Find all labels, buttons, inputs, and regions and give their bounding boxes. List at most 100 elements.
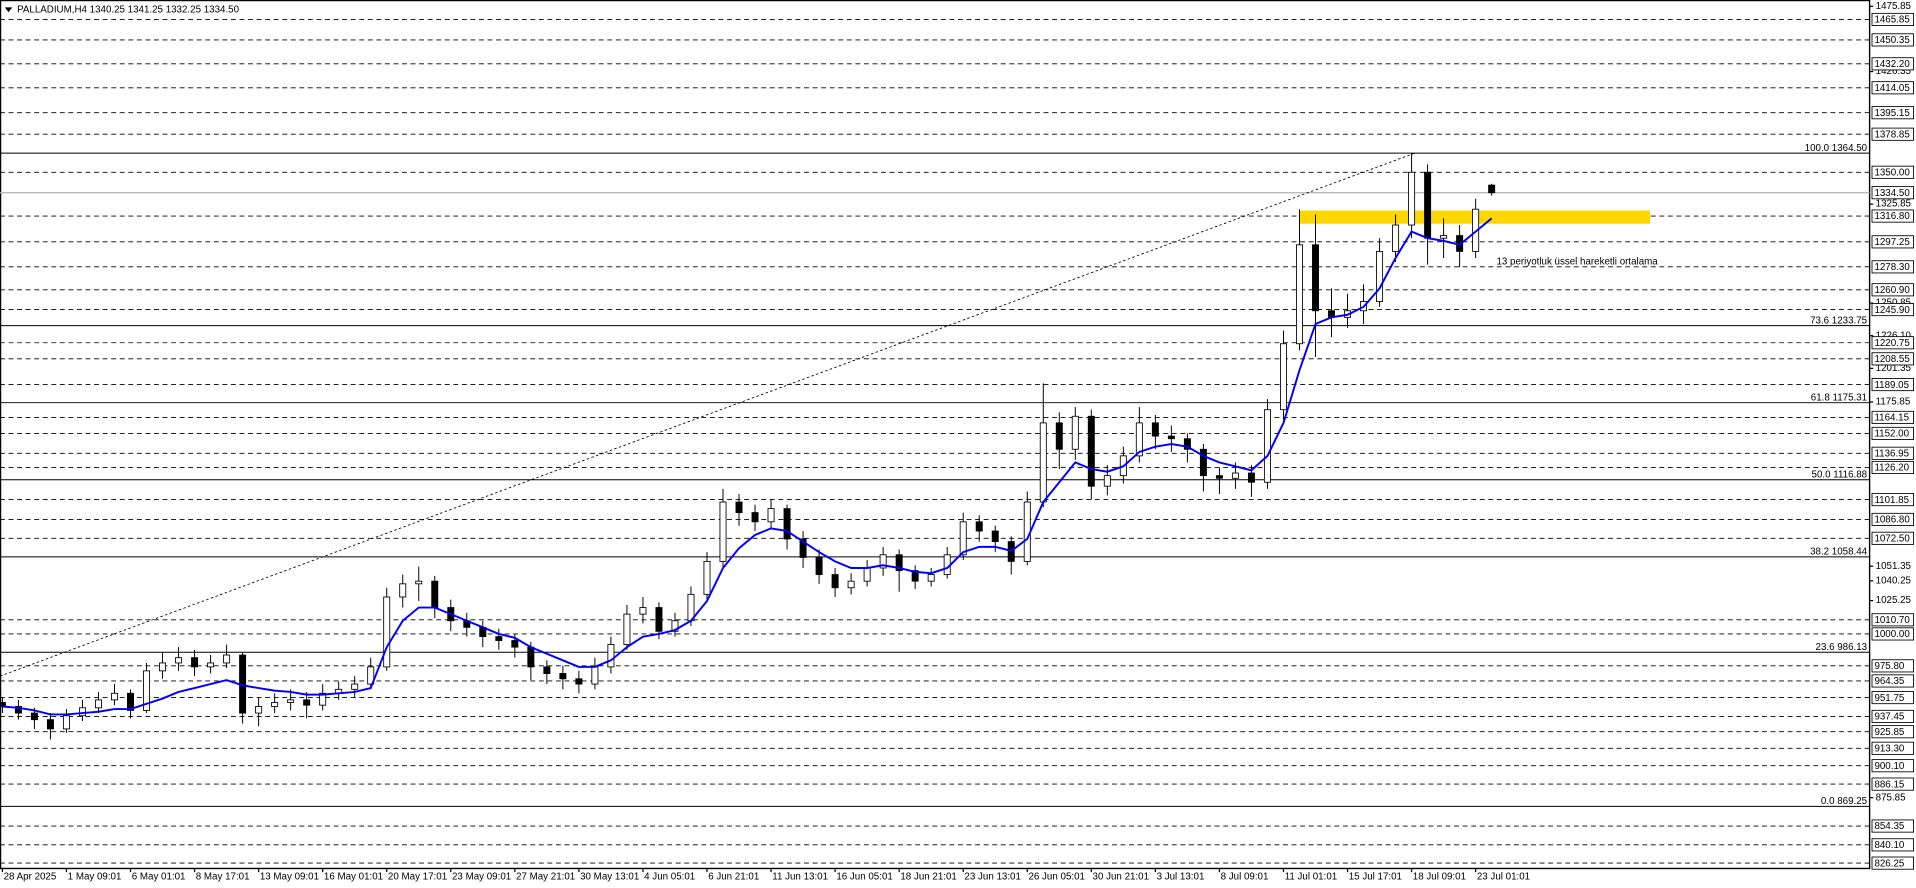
level-label: 1465.85 bbox=[1874, 15, 1910, 26]
candle-body bbox=[1167, 435, 1175, 440]
x-tick-label: 6 May 01:01 bbox=[132, 872, 186, 883]
level-label: 1152.00 bbox=[1874, 429, 1909, 440]
candle-body bbox=[94, 699, 102, 709]
level-label-box bbox=[1871, 303, 1914, 317]
candle-body bbox=[527, 646, 535, 668]
candle-body bbox=[543, 666, 551, 674]
x-tick-label: 8 May 17:01 bbox=[196, 872, 250, 883]
x-tick-label: 13 May 09:01 bbox=[260, 872, 319, 883]
level-label-box bbox=[1871, 659, 1914, 673]
level-label-box bbox=[1871, 410, 1914, 424]
fibo-label: 61.8 1175.31 bbox=[1811, 392, 1867, 403]
candle-body bbox=[767, 508, 775, 523]
level-label: 1260.90 bbox=[1874, 285, 1910, 296]
level-label-box bbox=[1871, 777, 1914, 791]
y-tick-label: 1325.85 bbox=[1876, 199, 1912, 210]
level-label-box bbox=[1871, 127, 1914, 141]
level-label-box bbox=[1871, 460, 1914, 475]
candle-body bbox=[1296, 244, 1303, 345]
candle-body bbox=[1183, 438, 1191, 450]
candle-body bbox=[62, 715, 70, 730]
level-label: 840.10 bbox=[1874, 840, 1904, 851]
x-tick-label: 3 Jul 13:01 bbox=[1157, 872, 1205, 883]
candle-body bbox=[831, 574, 839, 589]
level-label: 854.35 bbox=[1874, 821, 1904, 832]
level-label: 886.15 bbox=[1874, 779, 1904, 790]
level-label-box bbox=[1871, 725, 1914, 739]
fibo-label: 0.0 869.25 bbox=[1821, 796, 1868, 807]
x-tick-label: 30 May 13:01 bbox=[580, 872, 639, 883]
candle-body bbox=[575, 678, 583, 685]
x-tick-label: 6 Jun 21:01 bbox=[708, 872, 759, 883]
x-tick-label: 28 Apr 2025 bbox=[4, 872, 57, 883]
candle-body bbox=[655, 607, 663, 632]
candle-body bbox=[1408, 171, 1416, 226]
candle-body bbox=[927, 574, 935, 582]
level-label: 900.10 bbox=[1874, 761, 1904, 772]
candle-body bbox=[1376, 250, 1384, 302]
level-label-box bbox=[1871, 378, 1914, 392]
level-label: 1245.90 bbox=[1874, 305, 1910, 316]
x-tick-label: 23 May 09:01 bbox=[452, 872, 511, 883]
level-label-box bbox=[1871, 283, 1914, 297]
level-label: 1297.25 bbox=[1874, 237, 1910, 248]
y-tick-label: 1226.10 bbox=[1876, 330, 1912, 341]
level-label: 913.30 bbox=[1874, 743, 1904, 754]
fibo-label: 100.0 1364.50 bbox=[1805, 143, 1868, 154]
x-tick-label: 26 Jun 05:01 bbox=[1028, 872, 1084, 883]
level-label-box bbox=[1871, 674, 1914, 688]
level-label: 937.45 bbox=[1874, 712, 1904, 723]
level-label-box bbox=[1871, 81, 1914, 95]
level-label: 1164.15 bbox=[1874, 413, 1909, 424]
candle-body bbox=[1488, 184, 1496, 194]
candle-body bbox=[639, 607, 647, 615]
candle-body bbox=[847, 580, 855, 589]
price-label: 1334.50 bbox=[1874, 188, 1910, 199]
x-tick-label: 23 Jun 13:01 bbox=[964, 872, 1020, 883]
y-tick-label: 1040.25 bbox=[1876, 575, 1912, 586]
candle-body bbox=[591, 666, 599, 685]
level-label-box bbox=[1871, 235, 1914, 249]
fibo-label: 50.0 1116.88 bbox=[1812, 469, 1868, 480]
candle-body bbox=[1039, 422, 1047, 503]
candle-body bbox=[975, 521, 983, 532]
level-label: 964.35 bbox=[1874, 676, 1904, 687]
x-tick-label: 16 Jun 05:01 bbox=[836, 872, 892, 883]
candle-body bbox=[1440, 235, 1448, 239]
level-label-box bbox=[1871, 426, 1914, 440]
trendline bbox=[0, 152, 1415, 677]
candle-body bbox=[367, 666, 375, 685]
candle-body bbox=[1424, 171, 1432, 239]
candle-body bbox=[175, 657, 183, 664]
y-tick-label: 1201.35 bbox=[1876, 363, 1912, 374]
y-tick-label: 1175.85 bbox=[1876, 397, 1911, 408]
level-label-box bbox=[1871, 531, 1914, 545]
candle-body bbox=[671, 620, 679, 632]
candle-body bbox=[607, 644, 615, 668]
level-label-box bbox=[1871, 209, 1914, 223]
x-tick-label: 8 Jul 09:01 bbox=[1221, 872, 1269, 883]
y-tick-label: 1475.85 bbox=[1876, 1, 1912, 12]
level-label: 1395.15 bbox=[1874, 108, 1910, 119]
level-label-box bbox=[1871, 165, 1914, 179]
candle-body bbox=[399, 583, 407, 598]
candle-body bbox=[303, 699, 311, 706]
x-tick-label: 23 Jul 01:01 bbox=[1477, 872, 1530, 883]
level-label: 1450.35 bbox=[1874, 35, 1910, 46]
x-tick-label: 4 Jun 05:01 bbox=[644, 872, 695, 883]
menu-triangle[interactable] bbox=[4, 7, 13, 13]
candle-body bbox=[1231, 472, 1239, 479]
level-label-box bbox=[1871, 12, 1914, 26]
candle-body bbox=[703, 560, 711, 595]
level-label-box bbox=[1871, 691, 1914, 705]
x-tick-label: 30 Jun 21:01 bbox=[1093, 872, 1149, 883]
chart-title: PALLADIUM,H4 1340.25 1341.25 1332.25 133… bbox=[17, 4, 239, 15]
candle-body bbox=[751, 512, 759, 523]
candle-body bbox=[383, 596, 391, 668]
level-label: 1378.85 bbox=[1874, 129, 1910, 140]
level-label: 975.80 bbox=[1874, 661, 1904, 672]
candle-body bbox=[0, 702, 6, 707]
candle-body bbox=[863, 567, 871, 582]
candle-body bbox=[143, 670, 151, 711]
